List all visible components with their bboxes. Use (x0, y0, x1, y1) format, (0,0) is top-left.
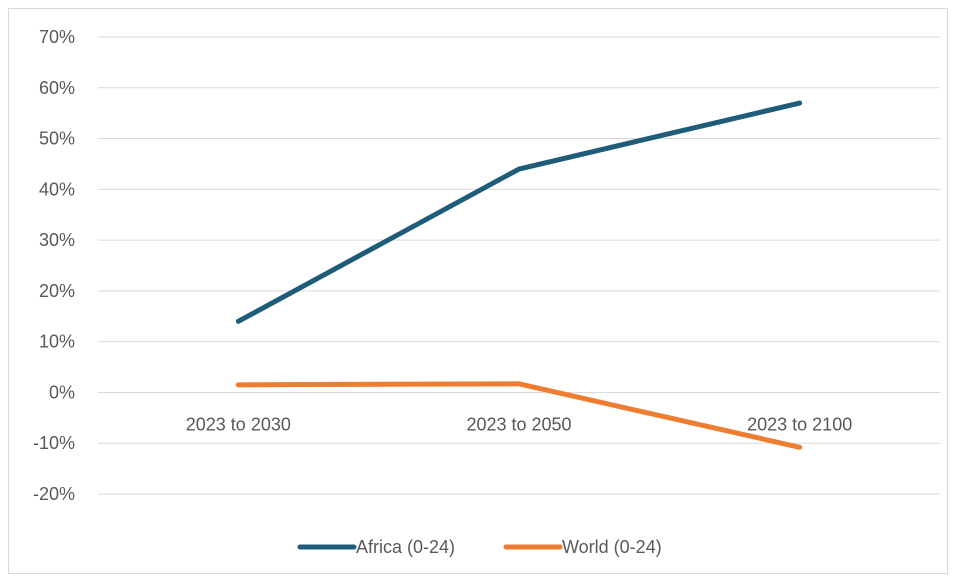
x-tick-label: 2023 to 2050 (466, 414, 571, 434)
y-tick-label: 10% (39, 332, 75, 352)
legend-label: Africa (0-24) (356, 537, 455, 557)
x-tick-label: 2023 to 2100 (747, 414, 852, 434)
y-tick-label: -20% (33, 484, 75, 504)
y-tick-label: 30% (39, 230, 75, 250)
y-tick-label: 0% (49, 382, 75, 402)
y-tick-label: 40% (39, 179, 75, 199)
y-tick-label: 70% (39, 27, 75, 47)
y-axis-ticks: 70% 60% 50% 40% 30% 20% 10% 0% -10% -20% (33, 27, 75, 504)
y-tick-label: 20% (39, 281, 75, 301)
legend: Africa (0-24) World (0-24) (297, 537, 662, 557)
series-line-africa (235, 100, 803, 324)
y-tick-label: -10% (33, 433, 75, 453)
y-tick-label: 50% (39, 129, 75, 149)
legend-label: World (0-24) (562, 537, 662, 557)
y-tick-label: 60% (39, 78, 75, 98)
x-axis-ticks: 2023 to 2030 2023 to 2050 2023 to 2100 (186, 414, 852, 434)
series-line-world (235, 381, 803, 450)
x-tick-label: 2023 to 2030 (186, 414, 291, 434)
series-lines (235, 100, 803, 450)
gridlines (98, 36, 940, 495)
